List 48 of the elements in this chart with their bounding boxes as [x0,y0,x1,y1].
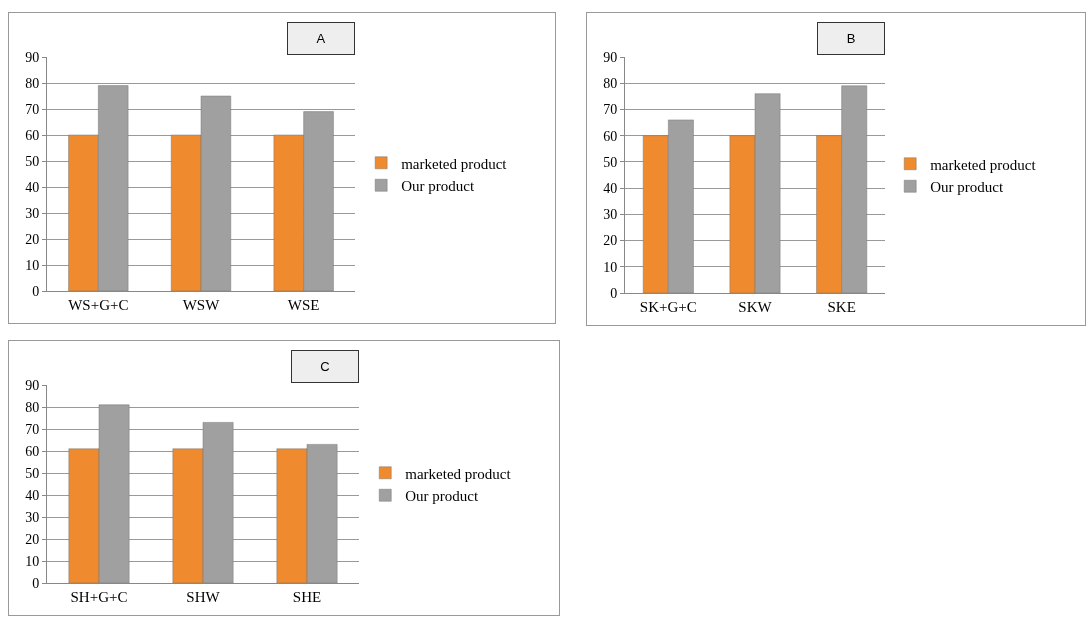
x-tick-label: WS+G+C [68,297,129,313]
chart-title: A [316,31,326,46]
y-tick-label: 60 [603,128,618,144]
x-tick-label: SHW [186,589,221,605]
y-tick-label: 40 [603,181,618,197]
y-tick-label: 80 [25,399,40,415]
y-tick-label: 10 [25,257,40,273]
y-tick-label: 40 [25,179,40,195]
legend-label: marketed product [930,156,1037,173]
y-tick-label: 30 [25,205,40,221]
y-tick-label: 30 [25,509,40,525]
chart-title: C [320,359,330,374]
y-tick-label: 50 [25,465,40,481]
y-tick-label: 70 [603,102,618,118]
y-tick-label: 10 [603,259,618,275]
legend-label: Our product [401,178,475,195]
y-tick-label: 10 [25,553,40,569]
x-tick-label: WSW [182,297,221,313]
y-tick-label: 20 [25,231,40,247]
legend-label: marketed product [405,465,512,482]
legend-label: marketed product [401,155,508,172]
x-tick-label: SH+G+C [70,589,128,605]
y-tick-label: 20 [603,233,618,249]
legend-label: Our product [930,179,1004,196]
y-tick-label: 0 [610,285,618,301]
legend-label: Our product [405,488,479,505]
y-tick-label: 80 [603,76,618,92]
y-tick-label: 90 [25,49,40,65]
y-tick-label: 50 [603,154,618,170]
y-tick-label: 40 [25,487,40,503]
y-tick-label: 60 [25,127,40,143]
x-tick-label: WSE [287,297,320,313]
y-tick-label: 90 [603,49,618,65]
y-tick-label: 80 [25,75,40,91]
x-tick-label: SK+G+C [639,299,697,315]
y-tick-label: 20 [25,531,40,547]
y-tick-label: 70 [25,101,40,117]
y-tick-label: 50 [25,153,40,169]
x-tick-label: SKE [827,299,856,315]
y-tick-label: 0 [32,575,40,591]
x-tick-label: SHE [292,589,322,605]
y-tick-label: 30 [603,207,618,223]
y-tick-label: 60 [25,443,40,459]
y-tick-label: 70 [25,421,40,437]
x-tick-label: SKW [738,299,773,315]
y-tick-label: 0 [32,283,40,299]
y-tick-label: 90 [25,377,40,393]
chart-title: B [846,31,856,46]
